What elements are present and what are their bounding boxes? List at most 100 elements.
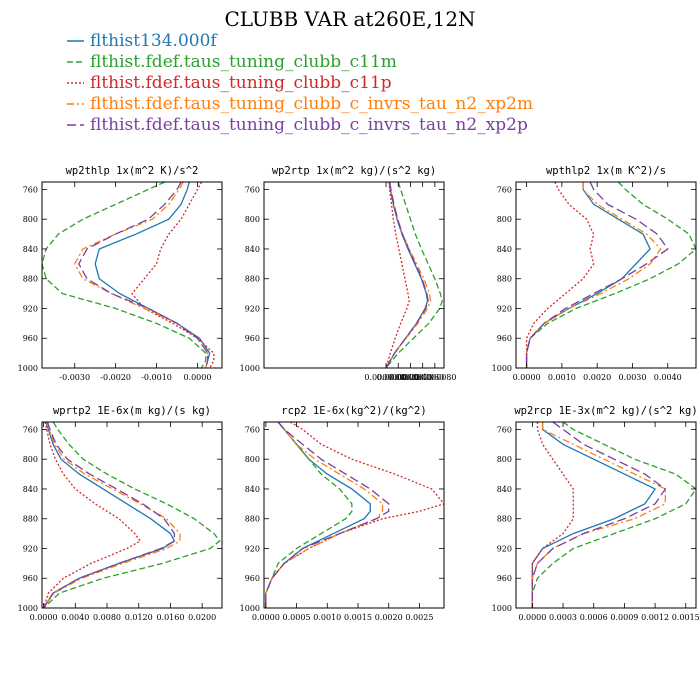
y-tick-label: 920: [497, 304, 512, 313]
y-tick-label: 880: [245, 275, 260, 284]
series-line: [78, 182, 209, 368]
x-tick-label: 0.0020: [583, 373, 611, 382]
y-tick-label: 760: [497, 425, 512, 434]
x-tick-label: 0.0015: [344, 613, 372, 622]
plot-frame: [263, 421, 445, 609]
series-line: [525, 182, 595, 368]
y-tick-label: 760: [23, 185, 38, 194]
legend-label: flthist.fdef.taus_tuning_clubb_c_invrs_t…: [90, 115, 528, 135]
y-tick-label: 800: [23, 455, 38, 464]
x-tick-label: 0.0000040: [389, 373, 432, 382]
chart-panel: wp2rtp 1x(m^2 kg)/(s^2 kg) 760 800 840 880 92…: [240, 165, 457, 382]
series-line: [265, 422, 390, 608]
x-tick-label: -0.0010: [141, 373, 172, 382]
series-line: [43, 422, 221, 608]
legend-label: flthist.fdef.taus_tuning_clubb_c11m: [90, 52, 397, 72]
plot-frame: [263, 181, 445, 369]
x-tick-label: 0.0000020: [377, 373, 420, 382]
panel-title: wp2thlp 1x(m^2 K)/s^2: [66, 165, 199, 177]
y-tick-label: 1000: [18, 364, 38, 373]
x-tick-label: 0.0000060: [401, 373, 444, 382]
y-tick-label: 960: [23, 334, 38, 343]
y-tick-label: 840: [497, 245, 512, 254]
y-tick-label: 960: [245, 574, 260, 583]
series-line: [385, 182, 443, 368]
y-tick-label: 800: [497, 455, 512, 464]
series-line: [525, 182, 651, 368]
series-line: [73, 182, 209, 368]
x-tick-label: 0.0015: [672, 613, 700, 622]
x-tick-label: 0.0000080: [413, 373, 456, 382]
y-tick-label: 960: [497, 334, 512, 343]
chart-panel: wprtp2 1E-6x(m kg)/(s kg) 760 800 840 880 920…: [18, 405, 223, 622]
y-tick-label: 960: [245, 334, 260, 343]
x-tick-label: 0.0000: [513, 373, 541, 382]
x-tick-label: -0.0030: [59, 373, 90, 382]
x-tick-label: 0.0010: [313, 613, 341, 622]
panel-title: wpthlp2 1x(m K^2)/s: [546, 165, 666, 177]
y-tick-label: 840: [245, 485, 260, 494]
panel-title: wp2rcp 1E-3x(m^2 kg)/(s^2 kg): [514, 405, 697, 417]
x-tick-label: 0.0000000: [364, 373, 407, 382]
plot-frame: [515, 181, 697, 369]
series-line: [131, 182, 215, 368]
x-tick-label: 0.0010: [548, 373, 576, 382]
y-tick-label: 1000: [240, 364, 260, 373]
y-tick-label: 760: [23, 425, 38, 434]
plot-frame: [41, 421, 223, 609]
y-tick-label: 800: [245, 455, 260, 464]
y-tick-label: 960: [23, 574, 38, 583]
chart-panels: wp2thlp 1x(m^2 K)/s^2 760 800 840 880 920 960 1…: [18, 165, 700, 622]
y-tick-label: 840: [497, 485, 512, 494]
y-tick-label: 920: [245, 304, 260, 313]
x-tick-label: 0.0030: [618, 373, 646, 382]
series-line: [531, 422, 657, 608]
series-line: [385, 182, 429, 368]
series-line: [43, 422, 176, 608]
legend-label: flthist134.000f: [90, 31, 218, 51]
x-tick-label: 0.0000: [183, 373, 211, 382]
y-tick-label: 880: [23, 515, 38, 524]
y-tick-label: 920: [23, 544, 38, 553]
x-tick-label: 0.0160: [156, 613, 184, 622]
y-tick-label: 920: [23, 304, 38, 313]
panel-title: wprtp2 1E-6x(m kg)/(s kg): [53, 405, 211, 417]
x-tick-label: 0.0040: [61, 613, 89, 622]
x-tick-label: -0.0020: [100, 373, 131, 382]
legend-label: flthist.fdef.taus_tuning_clubb_c_invrs_t…: [90, 94, 533, 114]
legend-label: flthist.fdef.taus_tuning_clubb_c11p: [90, 73, 392, 93]
series-line: [531, 422, 667, 608]
series-line: [531, 422, 696, 608]
figure-title: CLUBB VAR at260E,12N: [224, 7, 475, 31]
series-line: [525, 182, 696, 368]
y-tick-label: 920: [245, 544, 260, 553]
series-line: [525, 182, 669, 368]
y-tick-label: 880: [497, 275, 512, 284]
y-tick-label: 760: [245, 185, 260, 194]
x-tick-label: 0.0020: [375, 613, 403, 622]
y-tick-label: 880: [497, 515, 512, 524]
x-tick-label: 0.0005: [283, 613, 311, 622]
x-tick-label: 0.0080: [93, 613, 121, 622]
x-tick-label: 0.0000: [518, 613, 546, 622]
y-tick-label: 880: [245, 515, 260, 524]
y-tick-label: 880: [23, 275, 38, 284]
series-line: [94, 182, 211, 368]
y-tick-label: 1000: [492, 364, 512, 373]
series-line: [265, 422, 371, 608]
series-line: [265, 422, 353, 608]
x-tick-label: 0.0200: [188, 613, 216, 622]
plot-frame: [41, 181, 223, 369]
x-tick-label: 0.0120: [125, 613, 153, 622]
series-line: [43, 422, 176, 608]
y-tick-label: 1000: [240, 604, 260, 613]
y-tick-label: 840: [23, 485, 38, 494]
y-tick-label: 1000: [492, 604, 512, 613]
x-tick-label: 0.0006: [580, 613, 608, 622]
panel-title: rcp2 1E-6x(kg^2)/(kg^2): [281, 405, 426, 417]
series-line: [385, 182, 432, 368]
x-tick-label: 0.0040: [654, 373, 682, 382]
y-tick-label: 1000: [18, 604, 38, 613]
chart-panel: wp2rcp 1E-3x(m^2 kg)/(s^2 kg)760 800 840 88…: [492, 405, 700, 622]
